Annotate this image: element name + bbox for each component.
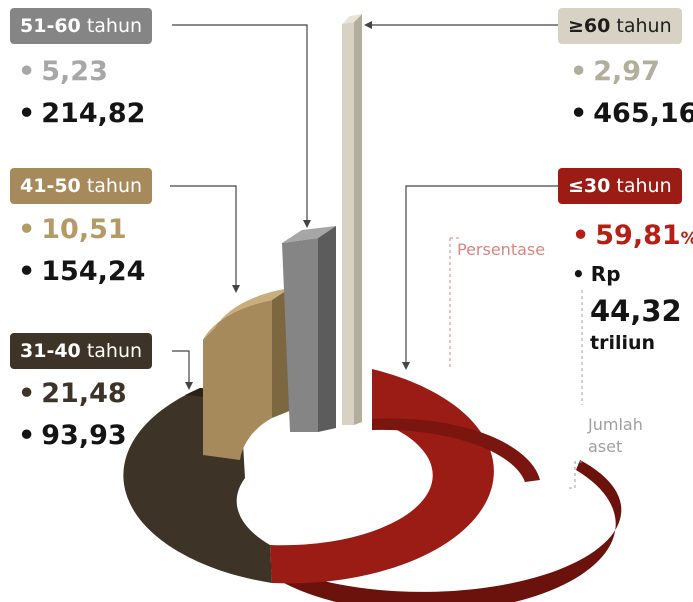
percent-g30: •59,81% — [572, 220, 693, 251]
percent-unit: % — [681, 229, 693, 249]
assets-g41: • 154,24 — [18, 256, 146, 287]
jumlah-aset-label: Jumlah aset — [588, 415, 643, 456]
percent-g51: • 5,23 — [18, 56, 108, 87]
bar-g60-top — [342, 14, 362, 24]
ring-segment-inner-g30 — [372, 418, 540, 482]
persentase-label: Persentase — [457, 240, 546, 259]
label-tag-g31: 31-40 tahun — [10, 333, 153, 369]
ring-segment-side-g30 — [265, 460, 622, 602]
assets-g30: 44,32 — [590, 294, 682, 328]
bar-g51-side — [318, 226, 336, 432]
bar-g41-top — [203, 288, 290, 340]
bar-g60-side — [354, 14, 362, 425]
connector-g51 — [172, 24, 308, 220]
label-tag-g30: ≤30 tahun — [558, 168, 682, 204]
percent-g60: • 2,97 — [570, 56, 660, 87]
bar-g51-front — [282, 238, 318, 432]
connector-g41 — [170, 185, 237, 285]
assets-g31: • 93,93 — [18, 420, 127, 451]
bar-g51-top — [282, 226, 336, 243]
assets-g51: • 214,82 — [18, 98, 146, 129]
percent-g41: • 10,51 — [18, 214, 127, 245]
assets-suffix-g30: triliun — [590, 332, 656, 354]
assets-g60: • 465,16 — [570, 98, 693, 129]
bar-g41-front — [203, 300, 272, 460]
bar-g60-front — [342, 22, 354, 425]
label-tag-g41: 41-50 tahun — [10, 168, 153, 204]
label-tag-g60: ≥60 tahun — [558, 8, 682, 44]
connector-g30 — [405, 185, 558, 362]
percent-g31: • 21,48 — [18, 378, 127, 409]
assets-prefix-g30: • Rp — [572, 262, 621, 286]
label-tag-g51: 51-60 tahun — [10, 8, 153, 44]
connector-g31 — [172, 350, 190, 382]
